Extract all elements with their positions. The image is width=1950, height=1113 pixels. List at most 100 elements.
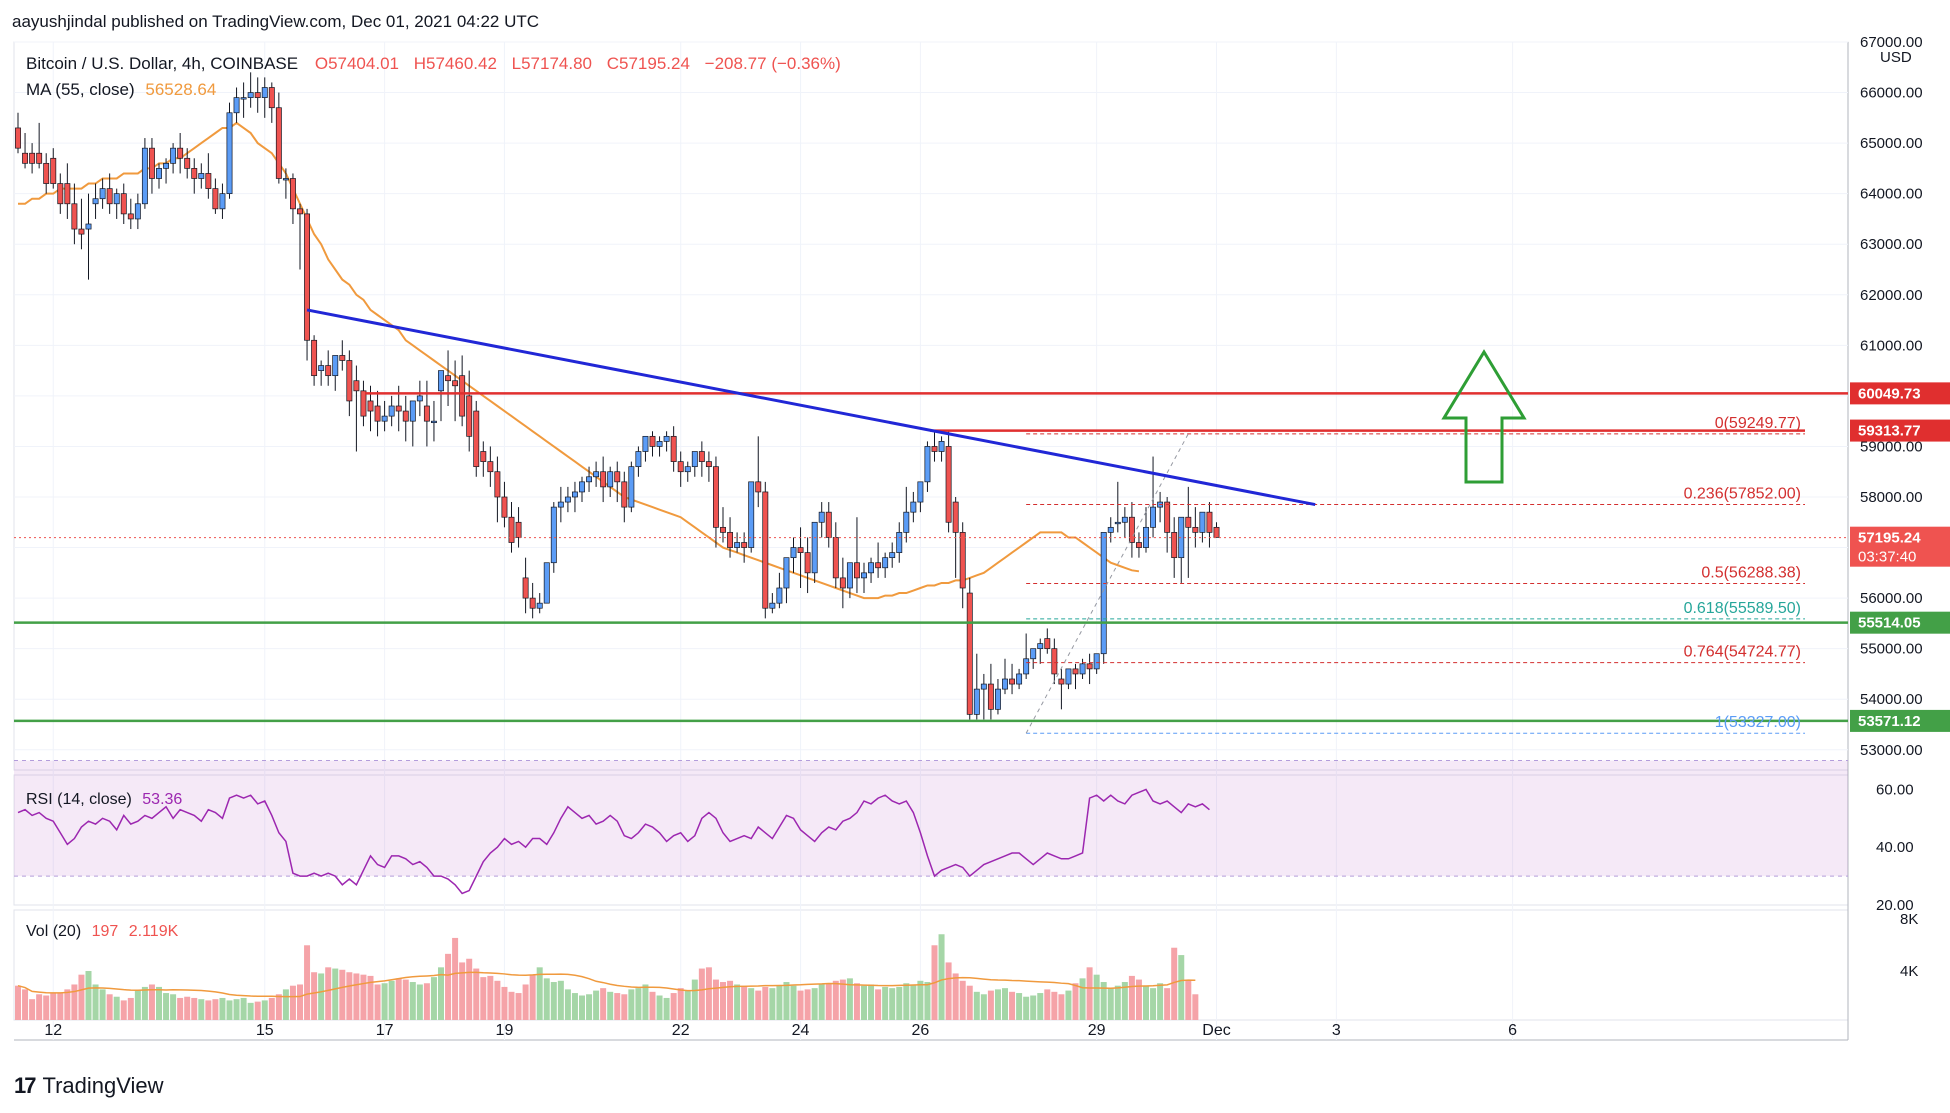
candle-body	[290, 178, 296, 210]
volume-bar	[825, 983, 832, 1020]
candle-body	[628, 466, 635, 508]
price-tick-label: 58000.00	[1860, 489, 1923, 506]
candle-body	[861, 572, 867, 579]
candle-body	[423, 405, 430, 422]
level-price-label: 60049.73	[1858, 385, 1921, 402]
candle-body	[212, 188, 219, 210]
volume-bar	[134, 990, 141, 1020]
volume-bar	[212, 999, 219, 1020]
candle-body	[839, 577, 846, 589]
candle	[980, 673, 987, 720]
candle-body	[684, 466, 691, 473]
candle	[536, 593, 543, 614]
candle	[797, 527, 804, 588]
volume-bar	[381, 983, 388, 1020]
candle	[571, 481, 578, 513]
volume-bar	[15, 985, 21, 1020]
level-price-label: 53571.12	[1858, 713, 1921, 730]
price-tick-label: 55000.00	[1860, 641, 1923, 658]
candle-body	[607, 471, 614, 488]
candle	[882, 552, 889, 578]
volume-bar	[473, 968, 480, 1020]
candle	[663, 431, 670, 452]
level-price-label: 59313.77	[1858, 423, 1921, 440]
ma-55-line	[18, 121, 1140, 600]
candle	[987, 663, 994, 720]
volume-bar	[438, 967, 444, 1020]
candle	[832, 522, 839, 588]
candle-body	[191, 168, 198, 179]
ohlc-high: H57460.42	[413, 54, 497, 73]
candle-body	[402, 410, 409, 422]
candle	[1157, 491, 1164, 523]
volume-bar	[374, 984, 381, 1020]
candle	[106, 173, 113, 214]
candle	[839, 557, 846, 609]
volume-bar	[50, 993, 57, 1020]
candle-body	[219, 193, 226, 210]
candle	[868, 557, 875, 583]
candle	[931, 431, 938, 462]
candle	[811, 521, 818, 583]
candle	[614, 461, 621, 503]
candle-body	[254, 92, 261, 98]
candle-body	[938, 441, 945, 452]
time-tick-label: 22	[672, 1022, 690, 1039]
candle	[501, 481, 508, 528]
candle	[487, 446, 494, 487]
rsi-tick-label: 40.00	[1876, 839, 1914, 856]
candle-body	[712, 466, 719, 528]
candle	[959, 522, 966, 609]
candle	[529, 582, 536, 619]
tradingview-logo[interactable]: 17 TradingView	[14, 1073, 164, 1099]
price-tick-label: 54000.00	[1860, 691, 1923, 708]
candle-body	[1185, 516, 1192, 528]
candle	[783, 557, 790, 604]
candle	[1114, 481, 1121, 533]
candle	[466, 370, 473, 452]
volume-bar	[684, 990, 691, 1020]
candle	[325, 350, 332, 386]
candle-body	[198, 173, 205, 179]
candle-body	[92, 198, 99, 205]
candle-body	[994, 688, 1001, 710]
candle-body	[318, 365, 325, 371]
candle	[748, 481, 755, 553]
volume-bar	[1030, 995, 1037, 1020]
candle-body	[734, 542, 741, 548]
candle	[156, 163, 162, 189]
price-tick-label: 67000.00	[1860, 34, 1923, 51]
candle	[374, 390, 381, 437]
candle	[170, 143, 177, 174]
candle-body	[416, 395, 423, 402]
volume-bar	[275, 994, 282, 1020]
volume-bar	[994, 989, 1001, 1020]
candle-body	[987, 683, 994, 710]
volume-bar	[987, 990, 994, 1020]
volume-bar	[452, 937, 459, 1020]
volume-bar	[339, 969, 346, 1020]
rsi-line	[17, 788, 1210, 895]
volume-bar	[57, 993, 64, 1020]
volume-bar	[846, 978, 853, 1020]
volume-bar	[388, 980, 395, 1020]
candle-body	[621, 481, 628, 508]
candle-body	[515, 521, 522, 538]
ma-label: MA (55, close)	[26, 80, 135, 99]
volume-bar	[1107, 988, 1114, 1020]
volume-bar	[367, 975, 374, 1020]
candle-body	[966, 592, 973, 715]
candle-body	[1164, 501, 1171, 533]
candle-body	[1121, 516, 1128, 523]
candle	[163, 158, 169, 184]
price-axis-unit: USD	[1880, 49, 1912, 66]
candle-body	[557, 501, 564, 508]
volume-bar	[868, 984, 875, 1020]
candle	[381, 400, 388, 432]
volume-bar	[924, 982, 931, 1020]
volume-bar	[1065, 990, 1072, 1020]
volume-bar	[550, 982, 557, 1020]
price-tick-label: 61000.00	[1860, 337, 1923, 354]
volume-bar	[896, 986, 903, 1020]
